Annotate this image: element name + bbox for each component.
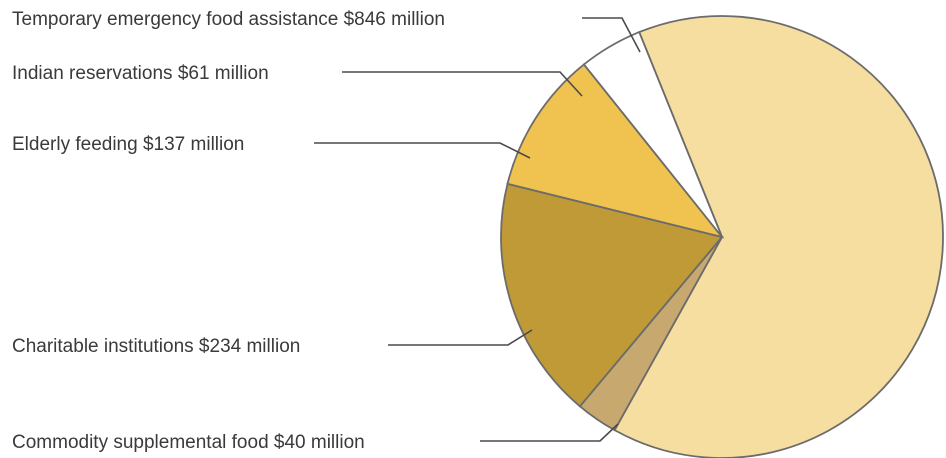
label-temporary-emergency-food: Temporary emergency food assistance $846… [12, 9, 445, 30]
leader-lines [314, 17, 641, 442]
leader-line-indian-reservations [342, 71, 583, 97]
pie-slice-charitable-institutions [500, 182, 724, 408]
pie-slices [500, 15, 944, 458]
leader-line-elderly-feeding [314, 142, 531, 159]
leader-line-temporary-emergency-food [582, 17, 641, 53]
pie-slice-elderly-feeding [506, 63, 725, 239]
leader-line-charitable-institutions [388, 329, 533, 346]
label-indian-reservations: Indian reservations $61 million [12, 63, 269, 84]
label-commodity-supplemental: Commodity supplemental food $40 million [12, 432, 365, 453]
pie-slice-temporary-emergency-food-assistance [613, 15, 944, 458]
slice-labels: Temporary emergency food assistance $846… [12, 9, 445, 453]
leader-line-commodity-supplemental [480, 423, 619, 442]
label-elderly-feeding: Elderly feeding $137 million [12, 134, 244, 155]
pie-slice-indian-reservations [582, 30, 723, 238]
label-charitable-institutions: Charitable institutions $234 million [12, 336, 300, 357]
